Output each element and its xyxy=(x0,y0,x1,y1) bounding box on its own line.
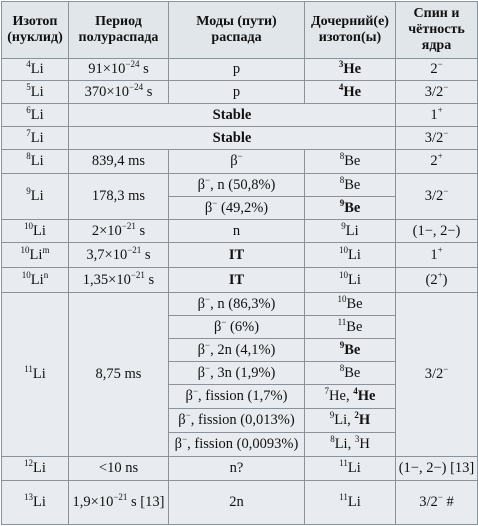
decay-mode-cell: n xyxy=(168,219,305,243)
decay-mode-cell: 2n xyxy=(168,480,305,525)
header-decay-modes: Моды (пути) распада xyxy=(168,1,305,59)
table-row: 10Lim 3,7×10−21 s IT 10Li 1+ xyxy=(1,242,478,268)
decay-mode-cell: β− xyxy=(168,149,305,174)
stable-cell: Stable xyxy=(68,103,396,127)
header-half-life: Период полураспада xyxy=(68,1,169,59)
half-life-cell: 1,35×10−21 s xyxy=(68,267,169,293)
daughter-cell: 8Be xyxy=(304,361,396,385)
header-isotope: Изотоп (нуклид) xyxy=(1,1,69,59)
isotope-cell: 12Li xyxy=(1,456,69,481)
table-row: β−, 3n (1,9%) 8Be xyxy=(2,361,478,385)
half-life-cell: 178,3 ms xyxy=(68,173,169,220)
daughter-cell: 4He xyxy=(304,80,396,104)
isotope-cell: 13Li xyxy=(1,480,69,525)
isotope-cell: 4Li xyxy=(1,58,69,81)
half-life-cell: 1,9×10−21 s [13] xyxy=(68,480,169,525)
half-life-cell: 8,75 ms xyxy=(68,292,169,457)
spin-cell: (1−, 2−) [13] xyxy=(395,456,478,481)
daughter-cell: 10Li xyxy=(304,242,396,268)
table-row: 10Lin 1,35×10−21 s IT 10Li (2+) xyxy=(1,267,478,293)
daughter-cell: 10Li xyxy=(304,267,396,293)
decay-mode-cell: β−, fission (1,7%) xyxy=(168,384,305,409)
decay-mode-cell: β−, fission (0,0093%) xyxy=(168,432,305,457)
half-life-cell: 2×10−21 s xyxy=(68,219,169,243)
table-row: β−, 2n (4,1%) 9Be xyxy=(2,338,478,362)
half-life-cell: 839,4 ms xyxy=(68,149,169,174)
isotope-cell: 7Li xyxy=(1,126,69,150)
table-row: β−, fission (1,7%) 7He, 4He xyxy=(2,384,478,409)
isotope-cell: 10Lin xyxy=(1,267,69,293)
table-row: 13Li 1,9×10−21 s [13] 2n 11Li 3/2− # xyxy=(1,480,478,525)
daughter-cell: 9Be xyxy=(304,196,396,220)
table-row: 9Li 178,3 ms β−, n (50,8%) 8Be 3/2− xyxy=(1,173,478,220)
table-row: β− (49,2%) 9Be xyxy=(2,196,478,220)
spin-cell: 2+ xyxy=(395,149,478,174)
half-life-cell: 370×10−24 s xyxy=(68,80,169,104)
spin-cell: 3/2− xyxy=(395,173,478,220)
table-row: β−, fission (0,013%) 9Li, 2H xyxy=(2,408,478,433)
header-row: Изотоп (нуклид) Период полураспада Моды (п… xyxy=(1,1,478,59)
isotope-cell: 8Li xyxy=(1,149,69,174)
decay-mode-cell: p xyxy=(168,80,305,104)
daughter-cell: 11Be xyxy=(304,315,396,339)
daughter-cell: 8Be xyxy=(304,173,396,197)
decay-mode-cell: p xyxy=(168,58,305,81)
decay-mode-cell: β−, n (50,8%) xyxy=(168,173,305,197)
decay-mode-cell: β− (6%) xyxy=(168,315,305,339)
table-row: 12Li <10 ns n? 11Li (1−, 2−) [13] xyxy=(1,456,478,481)
half-life-cell: 3,7×10−21 s xyxy=(68,242,169,268)
daughter-cell: 9Be xyxy=(304,338,396,362)
decay-mode-cell: β−, fission (0,013%) xyxy=(168,408,305,433)
half-life-cell: <10 ns xyxy=(68,456,169,481)
decay-mode-cell: β−, n (86,3%) xyxy=(168,292,305,316)
daughter-cell: 8Be xyxy=(304,149,396,174)
header-spin: Спин и чётность ядра xyxy=(395,1,478,59)
decay-mode-cell: IT xyxy=(168,242,305,268)
stable-cell: Stable xyxy=(68,126,396,150)
spin-cell: 3/2− xyxy=(395,80,478,104)
spin-cell: (1−, 2−) xyxy=(395,219,478,243)
table-row: β− (6%) 11Be xyxy=(2,315,478,339)
table-row: 8Li 839,4 ms β− 8Be 2+ xyxy=(1,149,478,174)
decay-mode-cell: β− (49,2%) xyxy=(168,196,305,220)
spin-cell: 3/2− xyxy=(395,292,478,457)
spin-cell: 3/2− xyxy=(395,126,478,150)
half-life-cell: 91×10−24 s xyxy=(68,58,169,81)
spin-cell: 1+ xyxy=(395,242,478,268)
decay-mode-cell: β−, 3n (1,9%) xyxy=(168,361,305,385)
daughter-cell: 9Li xyxy=(304,219,396,243)
header-daughter: Дочерний(е) изотоп(ы) xyxy=(304,1,396,59)
spin-cell: 3/2− # xyxy=(395,480,478,525)
daughter-cell: 3He xyxy=(304,58,396,81)
table-row: 10Li 2×10−21 s n 9Li (1−, 2−) xyxy=(1,219,478,243)
table-row: 5Li 370×10−24 s p 4He 3/2− xyxy=(1,80,478,104)
spin-cell: 2− xyxy=(395,58,478,81)
decay-mode-cell: n? xyxy=(168,456,305,481)
spin-cell: 1+ xyxy=(395,103,478,127)
daughter-cell: 10Be xyxy=(304,292,396,316)
table-row: 6Li Stable 1+ xyxy=(1,103,478,127)
isotope-cell: 9Li xyxy=(1,173,69,220)
decay-mode-cell: IT xyxy=(168,267,305,293)
daughter-cell: 11Li xyxy=(304,456,396,481)
table-row: 4Li 91×10−24 s p 3He 2− xyxy=(1,58,478,81)
isotope-cell: 5Li xyxy=(1,80,69,104)
daughter-cell: 7He, 4He xyxy=(304,384,396,409)
table-row: 7Li Stable 3/2− xyxy=(1,126,478,150)
isotope-cell: 10Li xyxy=(1,219,69,243)
isotope-cell: 10Lim xyxy=(1,242,69,268)
isotope-cell: 6Li xyxy=(1,103,69,127)
daughter-cell: 8Li, 3H xyxy=(304,432,396,457)
table-row: β−, fission (0,0093%) 8Li, 3H xyxy=(2,432,478,457)
decay-mode-cell: β−, 2n (4,1%) xyxy=(168,338,305,362)
table-row: 11Li 8,75 ms β−, n (86,3%) 10Be 3/2− xyxy=(1,292,478,457)
daughter-cell: 11Li xyxy=(304,480,396,525)
spin-cell: (2+) xyxy=(395,267,478,293)
daughter-cell: 9Li, 2H xyxy=(304,408,396,433)
isotope-cell: 11Li xyxy=(1,292,69,457)
